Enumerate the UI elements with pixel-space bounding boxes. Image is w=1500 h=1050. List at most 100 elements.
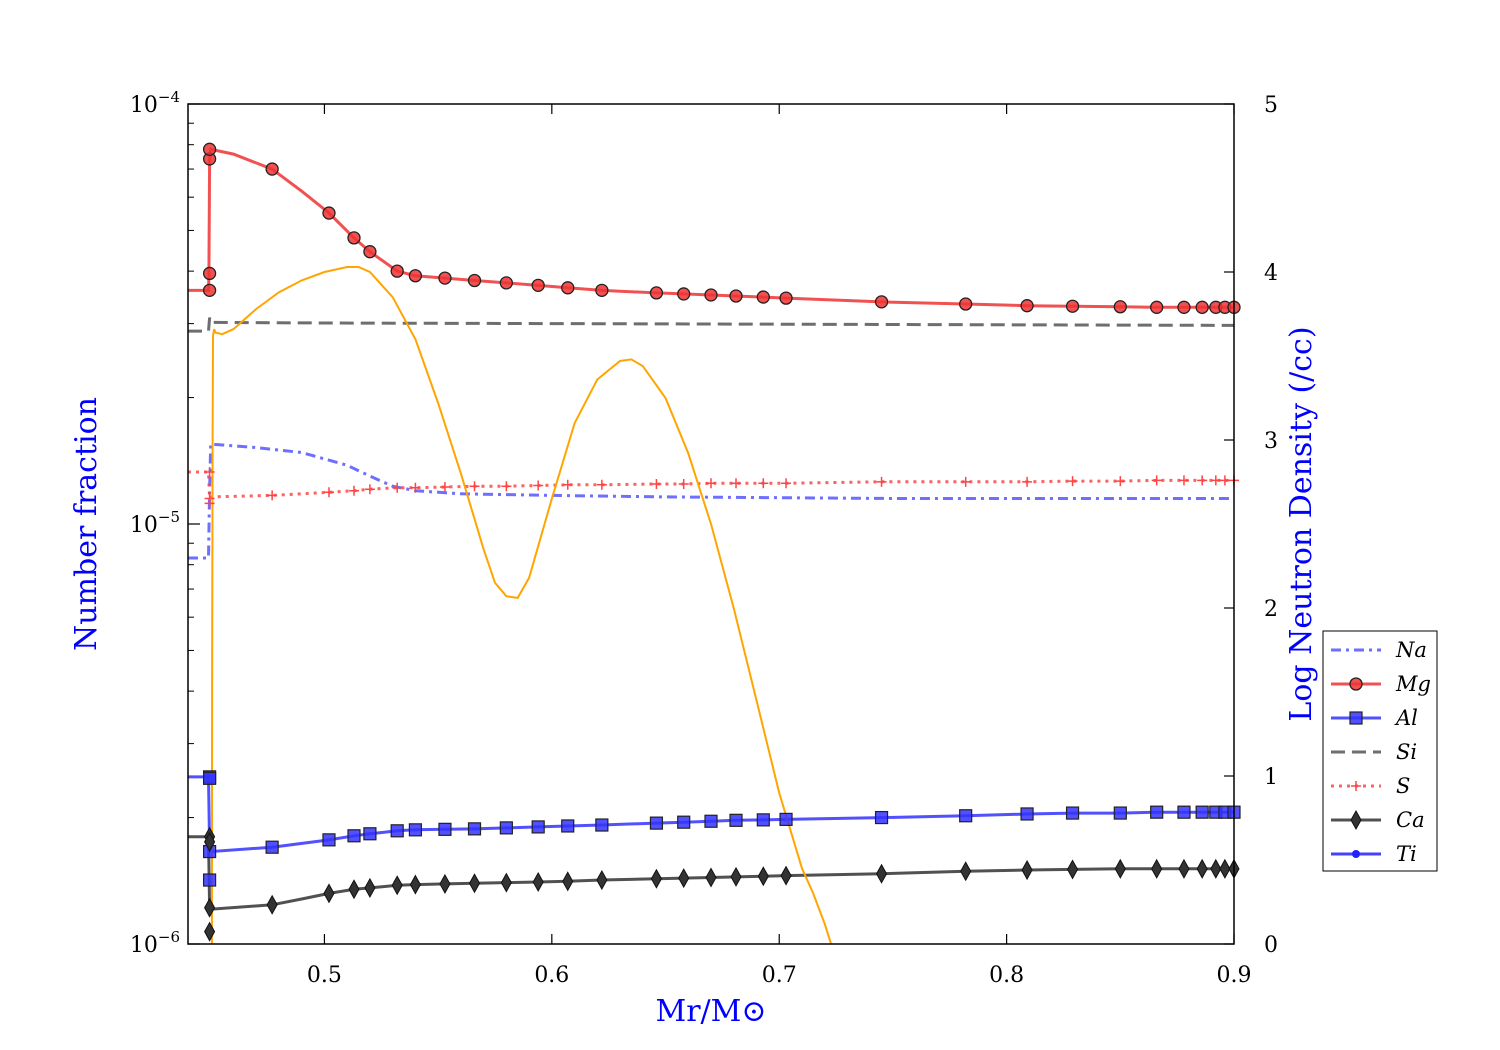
- series-marker-ca: [1178, 858, 1190, 879]
- series-marker-al: [408, 823, 422, 837]
- x-tick-label: 0.9: [1217, 963, 1252, 988]
- series-marker-ca: [1151, 858, 1163, 879]
- series-marker-al: [729, 813, 743, 827]
- series-marker-mg: [347, 231, 361, 245]
- legend-marker-ti: [1352, 850, 1360, 858]
- series-marker-mg: [1177, 300, 1191, 314]
- series-marker-ca: [1021, 860, 1033, 881]
- series-marker-al: [779, 812, 793, 827]
- series-marker-al: [1113, 806, 1127, 820]
- series-marker-al: [1065, 806, 1080, 820]
- series-marker-mg: [1150, 300, 1164, 314]
- series-marker-ca: [204, 831, 216, 852]
- series-marker-ca: [875, 863, 888, 884]
- series-marker-mg: [959, 297, 973, 311]
- series-marker-al: [467, 822, 482, 836]
- series-marker-ca: [960, 861, 972, 882]
- series-marker-ca: [757, 866, 769, 887]
- y-right-tick-label: 3: [1264, 429, 1278, 454]
- legend-marker-ca: [1350, 809, 1362, 831]
- series-marker-mg: [322, 206, 336, 220]
- axis-ticks-layer: [188, 103, 1235, 945]
- series-marker-ca: [323, 883, 335, 904]
- series-marker-mg: [363, 245, 377, 259]
- series-marker-al: [1020, 807, 1034, 821]
- series-marker-mg: [1020, 299, 1034, 313]
- series-marker-ca: [562, 871, 574, 892]
- series-marker-s: [596, 479, 607, 490]
- series-marker-al: [322, 833, 336, 847]
- series-marker-ca: [1196, 858, 1208, 879]
- series-marker-al: [959, 809, 973, 823]
- y-axis-right-title: Log Neutron Density (/cc): [1284, 326, 1319, 721]
- series-marker-mg: [677, 287, 691, 301]
- y-left-tick-label: 10−5: [130, 508, 180, 538]
- series-line-neutron-density: [210, 266, 833, 944]
- series-marker-mg: [779, 291, 793, 305]
- series-marker-ca: [409, 874, 421, 895]
- series-marker-al: [438, 822, 452, 836]
- legend-label-ti: Ti: [1396, 842, 1417, 866]
- series-marker-s: [1115, 476, 1126, 487]
- y-right-tick-label: 2: [1264, 597, 1278, 622]
- series-marker-s: [323, 487, 334, 498]
- y-right-tick-label: 1: [1264, 765, 1278, 790]
- series-marker-s: [1151, 475, 1162, 486]
- legend-label-na: Na: [1395, 638, 1427, 662]
- series-marker-al: [499, 821, 513, 835]
- series-marker-s: [501, 481, 512, 492]
- series-marker-s: [439, 481, 450, 492]
- series-marker-al: [531, 820, 545, 834]
- series-marker-ca: [1066, 859, 1079, 880]
- plot-markers-layer: [202, 142, 1241, 942]
- x-tick-label: 0.6: [534, 963, 569, 988]
- series-marker-s: [1219, 475, 1230, 486]
- legend-label-ca: Ca: [1396, 808, 1425, 832]
- series-marker-ca: [204, 897, 216, 918]
- series-marker-ca: [705, 867, 717, 888]
- series-marker-s: [960, 476, 971, 487]
- series-marker-s: [364, 484, 375, 495]
- y-left-tick-label: 10−6: [130, 928, 180, 958]
- series-marker-s: [562, 479, 573, 490]
- series-marker-s: [1022, 476, 1033, 487]
- series-marker-al: [1177, 805, 1191, 819]
- series-marker-al: [677, 815, 691, 829]
- series-marker-mg: [756, 290, 770, 304]
- series-marker-mg: [595, 283, 609, 298]
- series-marker-al: [756, 813, 770, 827]
- legend-label-s: S: [1396, 774, 1410, 798]
- series-marker-al: [595, 818, 609, 832]
- series-marker-al: [265, 840, 279, 854]
- series-marker-s: [1197, 475, 1208, 486]
- series-marker-mg: [467, 273, 482, 288]
- series-marker-mg: [561, 281, 575, 295]
- series-marker-ca: [780, 865, 792, 886]
- series-marker-s: [1067, 476, 1078, 487]
- series-marker-ca: [364, 877, 376, 898]
- series-marker-mg: [202, 266, 217, 281]
- legend: Na Mg Al Si S Ca Ti: [1322, 630, 1438, 872]
- series-marker-s: [781, 478, 792, 489]
- series-marker-mg: [390, 264, 404, 278]
- series-marker-s: [392, 482, 403, 493]
- series-marker-s: [348, 485, 359, 496]
- series-line-ca: [188, 835, 1234, 911]
- y-left-tick-label: 10−4: [130, 88, 180, 118]
- legend-marker-mg: [1349, 677, 1363, 691]
- y-right-tick-label: 5: [1264, 93, 1278, 118]
- series-marker-s: [204, 498, 215, 509]
- series-marker-mg: [1065, 299, 1080, 313]
- series-marker-al: [649, 816, 664, 830]
- series-marker-s: [469, 481, 480, 492]
- series-marker-s: [731, 478, 742, 489]
- series-marker-mg: [649, 286, 664, 300]
- series-marker-s: [1178, 475, 1189, 486]
- series-marker-ca: [468, 873, 481, 894]
- y-right-tick-label: 0: [1264, 933, 1278, 958]
- series-marker-al: [704, 814, 718, 828]
- x-tick-label: 0.5: [307, 963, 342, 988]
- series-marker-al: [561, 819, 575, 833]
- series-marker-s: [267, 490, 278, 501]
